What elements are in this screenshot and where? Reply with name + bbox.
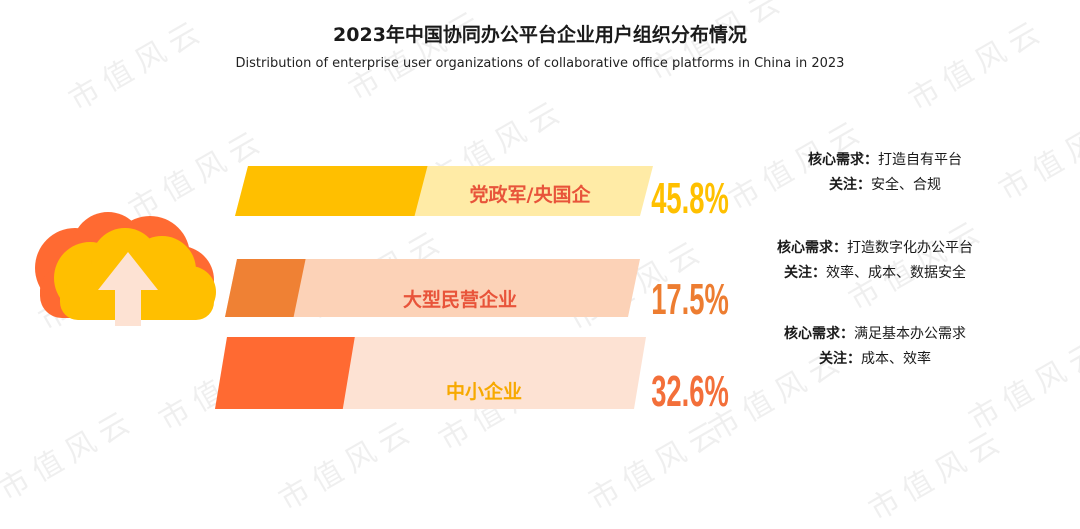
- annotation-1: 核心需求：打造数字化办公平台 关注：效率、成本、数据安全: [700, 236, 1050, 286]
- annotation-core-need: 核心需求：满足基本办公需求: [784, 326, 966, 342]
- chart: 党政军/央国企 45.8% 大型民营企业 17.5% 中小企业 32.6%: [35, 166, 729, 416]
- annotation-core-need: 核心需求：打造自有平台: [808, 152, 962, 168]
- annotation-focus: 关注：效率、成本、数据安全: [784, 265, 966, 281]
- chart-title: 2023年中国协同办公平台企业用户组织分布情况: [333, 24, 747, 46]
- chart-subtitle: Distribution of enterprise user organiza…: [235, 56, 845, 71]
- bar: [225, 259, 306, 317]
- annotation-2: 核心需求：满足基本办公需求 关注：成本、效率: [700, 322, 1050, 372]
- annotation-core-need: 核心需求：打造数字化办公平台: [777, 240, 973, 256]
- value-label: 17.5%: [651, 274, 729, 323]
- value-label: 32.6%: [651, 366, 729, 415]
- bar: [215, 337, 355, 409]
- bar: [235, 166, 428, 216]
- bar-track: [225, 259, 640, 317]
- category-label: 大型民营企业: [403, 288, 517, 311]
- category-label: 党政军/央国企: [470, 183, 592, 206]
- value-label: 45.8%: [651, 173, 729, 222]
- annotation-focus: 关注：成本、效率: [819, 351, 931, 367]
- cloud-upload-icon: [35, 212, 216, 326]
- annotation-0: 核心需求：打造自有平台 关注：安全、合规: [720, 148, 1050, 198]
- category-label: 中小企业: [446, 380, 522, 403]
- annotation-focus: 关注：安全、合规: [829, 177, 941, 193]
